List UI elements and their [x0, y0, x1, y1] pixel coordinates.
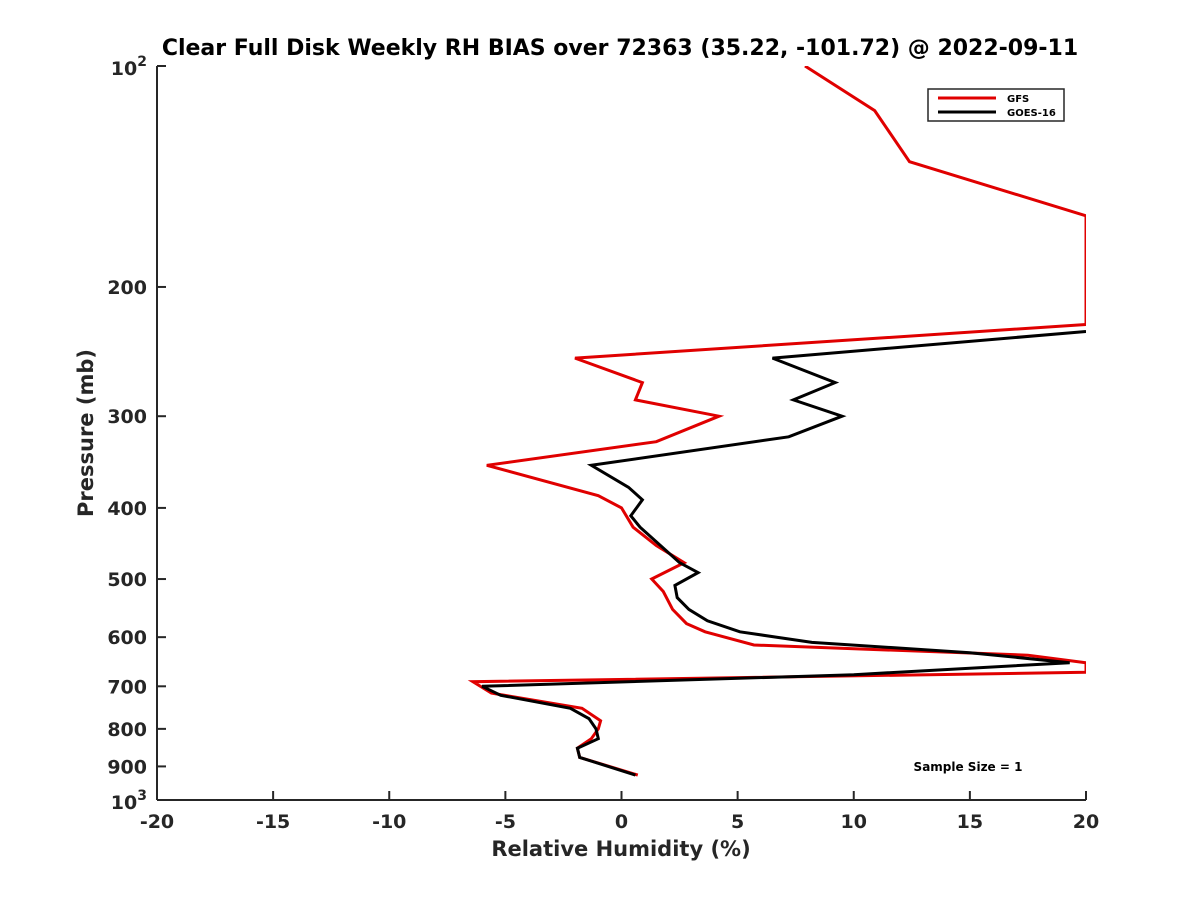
y-tick-label: 800: [107, 719, 147, 741]
x-tick-label: 10: [841, 811, 867, 833]
legend-label: GFS: [1007, 94, 1029, 105]
x-tick-label: 0: [615, 811, 628, 833]
x-tick-label: 5: [731, 811, 744, 833]
legend: GFS GOES-16: [927, 88, 1065, 122]
y-tick-label: 200: [107, 277, 147, 299]
series-line-gfs: [467, 66, 1086, 777]
plot-area: [467, 66, 1086, 777]
x-tick-label: -20: [140, 811, 174, 833]
y-tick-label-exponent: 103: [111, 788, 147, 814]
y-axis-label: Pressure (mb): [74, 349, 98, 517]
legend-label: GOES-16: [1007, 108, 1056, 119]
x-tick-label: -5: [495, 811, 516, 833]
series-line-goes-16: [481, 330, 1086, 777]
y-tick-label: 500: [107, 569, 147, 591]
sample-size-annotation: Sample Size = 1: [914, 760, 1023, 774]
y-tick-label: 600: [107, 627, 147, 649]
x-tick-label: 15: [957, 811, 983, 833]
y-tick-label-exponent: 102: [111, 54, 147, 80]
legend-box: [927, 88, 1065, 122]
chart-title: Clear Full Disk Weekly RH BIAS over 7236…: [162, 36, 1078, 61]
y-tick-label: 300: [107, 406, 147, 428]
y-tick-label: 400: [107, 498, 147, 520]
x-ticks: -20 -15 -10 -5 0 5 10 15 20: [140, 791, 1099, 833]
x-tick-label: -10: [372, 811, 406, 833]
x-tick-label: 20: [1073, 811, 1099, 833]
y-tick-label: 700: [107, 676, 147, 698]
y-tick-label: 900: [107, 756, 147, 778]
y-ticks: 200 300 400 500 600 700 800 900 102 103: [107, 54, 166, 814]
x-axis-label: Relative Humidity (%): [491, 837, 750, 861]
x-tick-label: -15: [256, 811, 290, 833]
